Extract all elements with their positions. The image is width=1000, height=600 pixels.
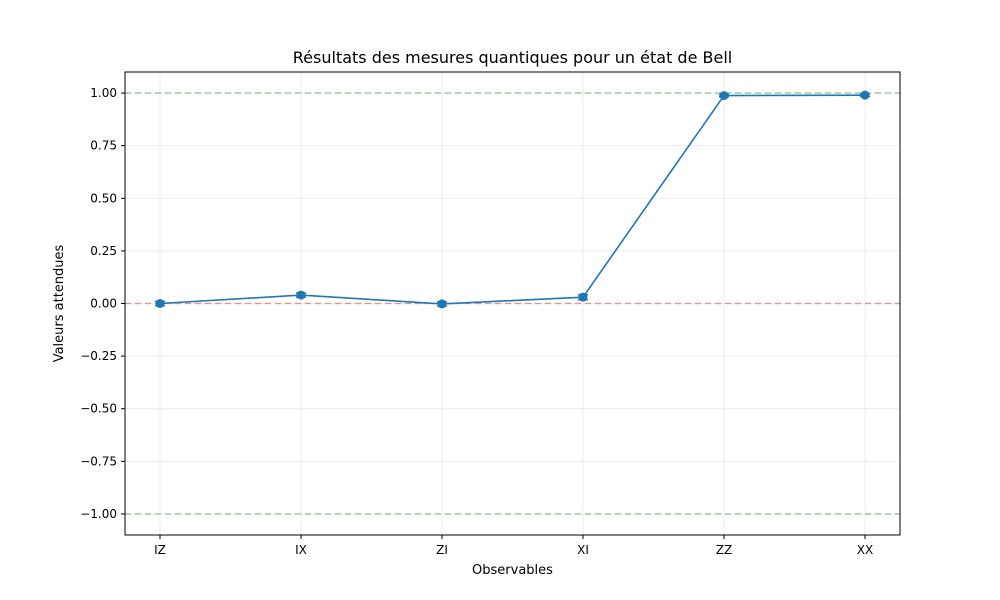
reference-lines <box>125 92 900 515</box>
x-tick-label: ZZ <box>716 543 732 557</box>
y-tick-label: 0.50 <box>90 191 117 205</box>
y-tick-label: −0.50 <box>80 402 117 416</box>
series-layer <box>155 90 870 309</box>
series-line <box>159 94 866 305</box>
y-tick-label: −1.00 <box>80 507 117 521</box>
y-tick-label: 0.75 <box>90 139 117 153</box>
y-axis-label: Valeurs attendues <box>52 244 67 362</box>
y-tick-label: −0.25 <box>80 349 117 363</box>
x-axis-label: Observables <box>472 563 553 578</box>
y-tick-label: −0.75 <box>80 454 117 468</box>
data-point <box>296 290 306 300</box>
x-tick-label: XI <box>577 543 589 557</box>
grid <box>125 72 900 535</box>
x-axis-ticks: IZ IX ZI XI ZZ XX <box>154 535 873 557</box>
data-point <box>860 90 870 100</box>
x-tick-label: IX <box>295 543 307 557</box>
data-point <box>155 299 165 308</box>
y-tick-label: 1.00 <box>90 86 117 100</box>
chart-title: Résultats des mesures quantiques pour un… <box>293 48 732 67</box>
data-point <box>578 292 588 302</box>
data-point <box>437 299 447 309</box>
y-tick-label: 0.00 <box>90 297 117 311</box>
data-point <box>719 91 729 101</box>
x-tick-label: XX <box>857 543 873 557</box>
y-tick-label: 0.25 <box>90 244 117 258</box>
x-tick-label: IZ <box>154 543 166 557</box>
x-tick-label: ZI <box>436 543 448 557</box>
y-axis-ticks: 1.00 0.75 0.50 0.25 0.00 −0.25 −0.50 −0.75 −1.00 <box>80 86 125 521</box>
